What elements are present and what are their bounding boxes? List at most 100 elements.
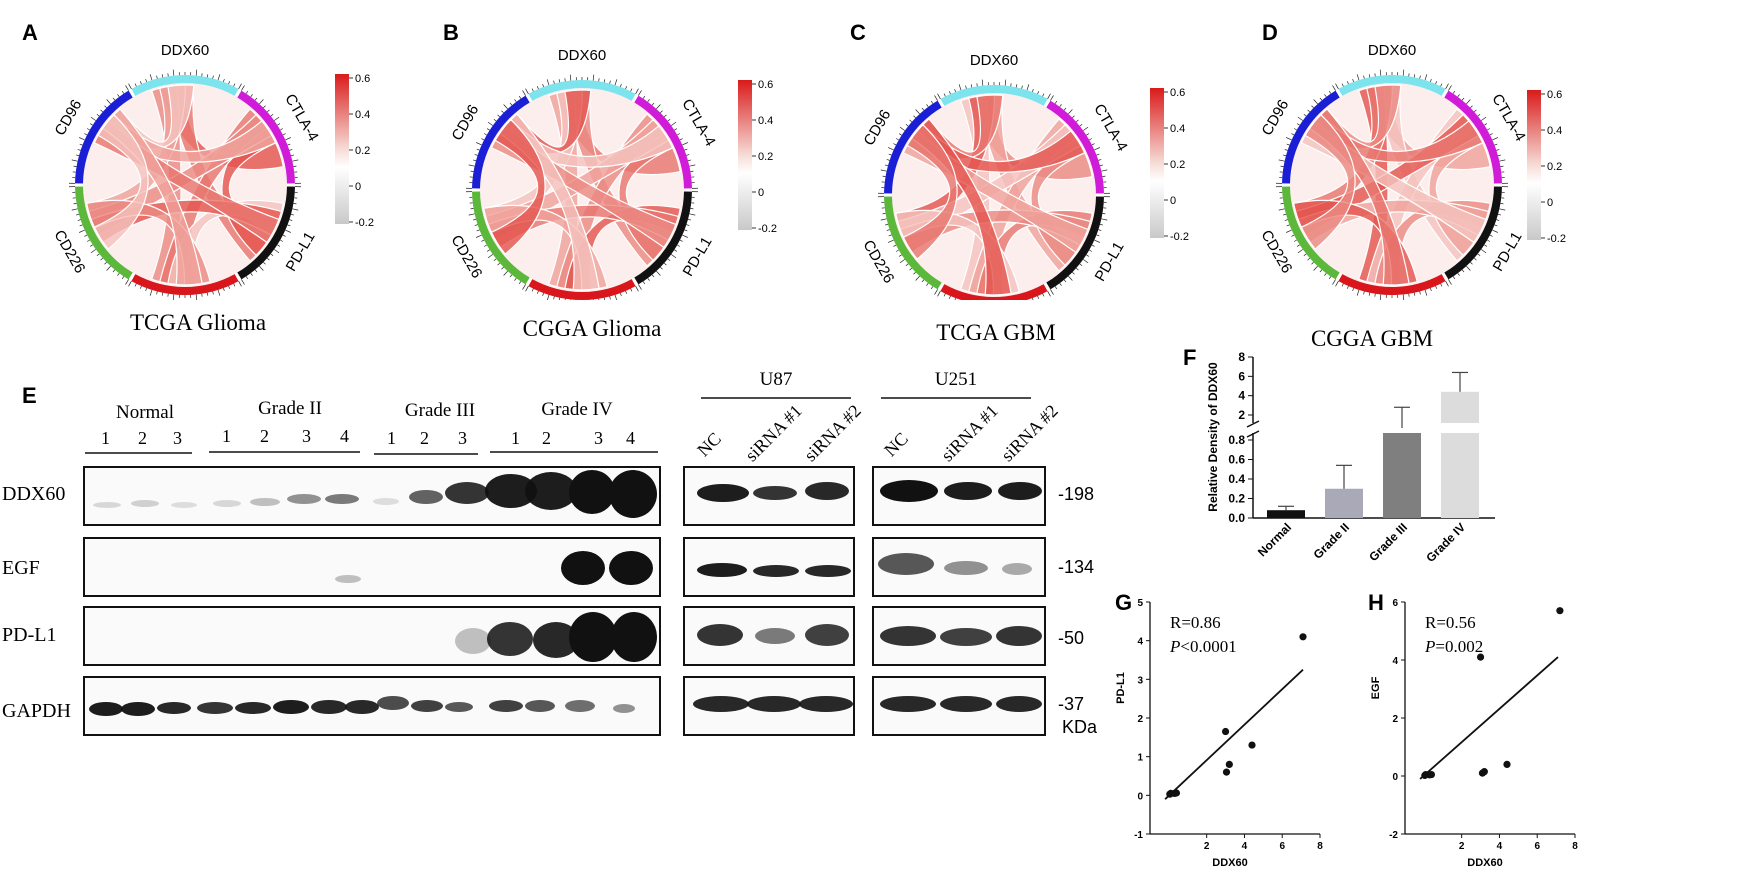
lane-normal-1: 1 xyxy=(101,428,110,448)
blot-u87-gapdh xyxy=(683,676,855,736)
bar-grade-ii xyxy=(1325,488,1363,518)
colorbar-scale: 0.6 0.4 0.2 0 -0.2 xyxy=(1527,89,1566,245)
colorbar-tick: 0.4 xyxy=(758,115,773,127)
chord-sector-pd-l1 xyxy=(1046,196,1104,290)
mw-50: -50 xyxy=(1058,628,1085,648)
panel-label-c: C xyxy=(850,20,866,45)
lane-grade2-3: 3 xyxy=(302,426,311,446)
bar-ytick: 4 xyxy=(1238,389,1245,403)
chord-sector-cd96 xyxy=(1282,90,1340,184)
scatter-xtick: 4 xyxy=(1497,841,1503,852)
scatter-point xyxy=(1503,760,1511,768)
scatter-point xyxy=(1221,727,1230,736)
blot-tissue-egf xyxy=(83,537,661,597)
lane-grade2-2: 2 xyxy=(260,426,269,446)
bar-category-label: Normal xyxy=(1255,520,1294,559)
scatter-xtick: 8 xyxy=(1317,841,1323,852)
chord-ribbon xyxy=(93,113,149,250)
group-grade-ii: Grade II xyxy=(258,398,322,419)
chord-sector-ctla-4 xyxy=(1444,90,1502,184)
bar-ytick: 0.0 xyxy=(1228,511,1245,525)
colorbar-b: 0.6 0.4 0.2 0 -0.2 xyxy=(738,78,788,248)
scatter-egf-vs-ddx60: -2 0 2 4 6 2 4 6 8 DDX60 EGF R=0.56 P=0.002 xyxy=(1370,598,1578,869)
bar-grade-iv xyxy=(1441,433,1479,518)
blot-u87-egf xyxy=(683,537,855,597)
chord-sector-egf xyxy=(940,284,1048,300)
scatter-xlabel: DDX60 xyxy=(1212,857,1247,869)
scatter-r-annotation: R=0.86 xyxy=(1170,613,1221,632)
chord-sector-egf xyxy=(1338,274,1446,296)
chord-sector-pd-l1 xyxy=(237,186,295,280)
colorbar-d: 0.6 0.4 0.2 0 -0.2 xyxy=(1527,88,1577,258)
panel-label-h: H xyxy=(1368,590,1384,615)
blot-tissue-gapdh xyxy=(83,676,661,736)
scatter-ytick: 0 xyxy=(1392,772,1398,783)
chord-sector-egf xyxy=(131,274,239,295)
bar-ytick: 0.8 xyxy=(1228,433,1245,447)
row-label-egf: EGF xyxy=(2,557,40,579)
lane-grade2-1: 1 xyxy=(222,426,231,446)
group-normal: Normal xyxy=(115,402,175,423)
scatter-point xyxy=(1556,607,1564,615)
colorbar-scale: 0.6 0.4 0.2 0 -0.2 xyxy=(1150,87,1189,243)
chord-sector-cd96 xyxy=(884,100,942,194)
scatter-point xyxy=(1299,633,1307,641)
blot-u251-ddx60 xyxy=(872,466,1046,526)
scatter-xtick: 4 xyxy=(1242,841,1248,852)
panel-label-f: F xyxy=(1183,345,1197,370)
scatter-p-annotation: P=0.002 xyxy=(1424,637,1483,656)
panel-label-a: A xyxy=(22,20,38,45)
bar-ytick: 0.2 xyxy=(1228,492,1245,506)
colorbar-tick: 0 xyxy=(1547,197,1553,209)
scatter-xtick: 8 xyxy=(1572,841,1578,852)
scatter-point xyxy=(1248,741,1256,749)
colorbar-tick: 0.2 xyxy=(1547,161,1562,173)
blot-u251-pd-l1 xyxy=(872,606,1046,666)
chord-sector-ddx60 xyxy=(1338,74,1446,96)
chord-sector-cd226 xyxy=(1282,186,1340,280)
bar-normal xyxy=(1267,510,1305,518)
row-label-pd-l1: PD-L1 xyxy=(2,624,57,646)
scatter-xtick: 6 xyxy=(1534,841,1540,852)
row-label-gapdh: GAPDH xyxy=(2,700,71,722)
colorbar-tick: 0.2 xyxy=(758,151,773,163)
scatter-ytick: 1 xyxy=(1137,753,1143,764)
bar-grade-iii xyxy=(1383,433,1421,518)
colorbar-tick: 0.4 xyxy=(1547,125,1562,137)
lane-normal-2: 2 xyxy=(138,428,147,448)
colorbar-tick: 0 xyxy=(758,187,764,199)
chord-sector-ddx60 xyxy=(131,75,239,96)
bar-category-label: Grade IV xyxy=(1423,520,1468,565)
panel-label-b: B xyxy=(443,20,459,45)
chord-sector-ddx60 xyxy=(528,79,636,101)
bar-category-label: Grade II xyxy=(1311,520,1352,561)
colorbar-tick: 0 xyxy=(1170,195,1176,207)
lane-grade3-2: 2 xyxy=(420,428,429,448)
chord-sector-ctla-4 xyxy=(1046,100,1104,194)
scatter-ytick: 2 xyxy=(1392,714,1398,725)
scatter-point xyxy=(1476,653,1485,661)
colorbar-scale: 0.6 0.4 0.2 0 -0.2 xyxy=(738,79,777,235)
bar-ytick: 0.4 xyxy=(1228,472,1245,486)
scatter-p-annotation: P<0.0001 xyxy=(1169,637,1237,656)
lane-grade4-1: 1 xyxy=(511,428,520,448)
scatter-r-annotation: R=0.56 xyxy=(1425,613,1476,632)
colorbar-c: 0.6 0.4 0.2 0 -0.2 xyxy=(1150,86,1200,256)
chord-sector-pd-l1 xyxy=(1444,186,1502,280)
bar-category-label: Grade III xyxy=(1366,520,1410,564)
colorbar-tick: 0.6 xyxy=(355,73,370,85)
scatter-point xyxy=(1222,768,1231,776)
panel-label-g: G xyxy=(1115,590,1133,615)
scatter-ytick: 3 xyxy=(1137,675,1143,686)
chord-label-ddx60: DDX60 xyxy=(1368,42,1416,59)
colorbar-tick: 0.6 xyxy=(1547,89,1562,101)
chord-ribbon xyxy=(490,118,546,255)
bar-ytick: 0.6 xyxy=(1228,453,1245,467)
chord-sector-pd-l1 xyxy=(634,191,692,285)
caption-cgga-gbm: CGGA GBM xyxy=(1310,326,1434,351)
group-grade-iii: Grade III xyxy=(404,400,476,421)
chord-sector-ctla-4 xyxy=(634,95,692,189)
